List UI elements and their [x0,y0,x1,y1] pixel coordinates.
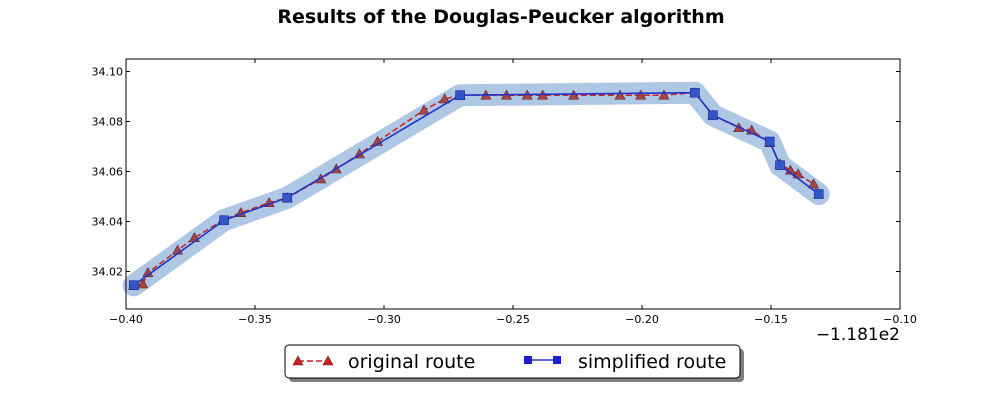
simplified-route-point [455,90,465,101]
legend-entry-original-route: original route [292,351,475,373]
y-tick-label: 34.06 [92,166,124,179]
axis-ticks: −0.40 −0.35 −0.30 −0.25 −0.20 −0.15 −0.10 34.02… [92,59,917,326]
original-route-point [137,278,149,289]
legend-entry-simplified-route: simplified route [524,351,726,373]
legend-marker-simplified-left [524,356,532,364]
route-buffer-band [122,81,830,297]
simplified-route-point [219,215,229,226]
x-tick-label: −0.10 [883,313,917,326]
simplified-route-point [775,160,785,171]
x-axis-offset-label: −1.181e2 [816,325,900,345]
simplified-route-point [128,280,139,291]
original-route-point [614,89,626,100]
simplified-route-point [708,110,718,121]
legend-marker-simplified-right [553,356,561,364]
original-route-point [418,104,430,115]
x-tick-label: −0.20 [625,313,659,326]
series-layer [128,87,825,291]
simplified-route-point [282,192,293,203]
original-route-point [142,267,154,278]
y-tick-label: 34.02 [92,266,124,279]
legend-box [284,344,741,379]
chart-title: Results of the Douglas-Peucker algorithm [277,6,724,28]
y-tick-label: 34.04 [92,216,124,229]
simplified-route-point [764,136,775,147]
x-tick-label: −0.15 [754,313,788,326]
legend-marker-original-left [292,355,304,366]
y-tick-label: 34.10 [92,66,124,79]
simplified-route-point [690,87,700,98]
original-route-point [808,178,820,189]
x-tick-label: −0.35 [238,313,272,326]
y-tick-label: 34.08 [92,116,124,129]
route-buffer [122,81,830,297]
x-tick-label: −0.40 [109,313,143,326]
legend: original route simplified route [284,344,744,382]
original-route-point [658,89,670,100]
x-tick-label: −0.25 [496,313,530,326]
legend-label-simplified-route: simplified route [578,351,726,373]
legend-label-original-route: original route [348,351,475,373]
simplified-route-point [813,189,824,199]
original-route-point [439,93,451,104]
legend-marker-original-right [322,355,334,366]
original-route-point [635,89,647,100]
x-tick-label: −0.30 [367,313,401,326]
